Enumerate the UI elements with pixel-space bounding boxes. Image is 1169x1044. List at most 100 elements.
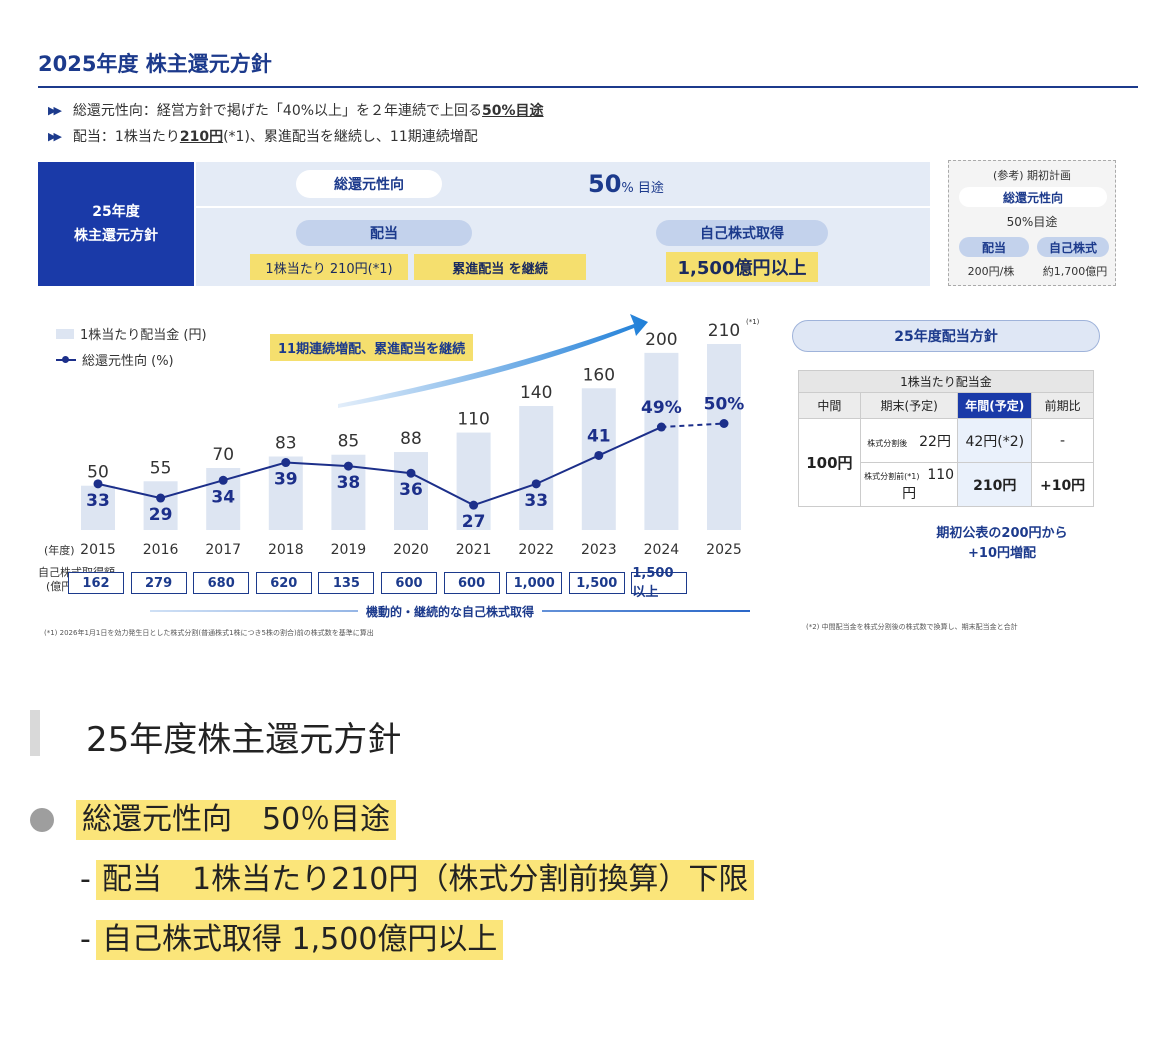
payout-ratio-label: 29: [149, 505, 173, 525]
dividend-bar: [644, 352, 679, 530]
dividend-bar-label: 88: [400, 429, 422, 449]
summary-line-buyback: 自己株式取得 1,500億円以上: [96, 920, 504, 960]
row-after-label: 株式分割後: [867, 438, 908, 448]
policy-row-payout: 総還元性向 50% 目途: [196, 162, 930, 208]
payout-ratio-point: [594, 450, 604, 460]
payout-ratio-point: [343, 461, 353, 471]
dividend-bar: [268, 456, 303, 530]
row-before-yearend-value: 110円: [902, 466, 955, 502]
reference-plan-box: (参考) 期初計画 総還元性向 50%目途 配当 自己株式 200円/株 約1,…: [948, 160, 1116, 286]
summary-line-dividend: 配当 1株当たり210円（株式分割前換算）下限: [96, 860, 755, 900]
reference-buyback-label: 自己株式: [1037, 237, 1109, 257]
x-tick-label: 2017: [205, 542, 241, 558]
dividend-bar-label: 83: [275, 433, 297, 453]
buyback-amount: 279: [130, 572, 187, 594]
x-tick-label: 2018: [268, 542, 304, 558]
payout-ratio-label: 50%: [704, 395, 745, 415]
payout-ratio-label: 33: [86, 491, 110, 511]
payout-ratio-label: 34: [211, 487, 235, 507]
dividend-bar-label: 55: [150, 458, 172, 478]
row-after-yearend: 株式分割後 22円: [859, 418, 959, 463]
reference-buyback-value: 約1,700億円: [1042, 265, 1108, 278]
x-tick-label: 2025: [706, 542, 742, 558]
buyback-caption-text: 機動的・継続的な自己株式取得: [357, 602, 542, 620]
payout-ratio-point: [469, 500, 479, 510]
payout-ratio-point: [156, 493, 166, 503]
legend-line-swatch: [56, 355, 76, 363]
dividend-bar-label: 200: [645, 330, 677, 350]
dividend-per-share: 1株当たり 210円(*1): [250, 254, 408, 280]
reference-payout-value: 50%目途: [1006, 215, 1058, 229]
bullet-text: 総還元性向：経営方針で掲げた「40%以上」を２年連続で上回る: [72, 103, 483, 119]
buyback-amount: 600: [381, 572, 437, 594]
legend-line-label: 総還元性向 (%): [82, 354, 174, 369]
dividend-bar-label: 210: [708, 321, 740, 341]
dividend-bar: [81, 485, 115, 530]
bullet-emph: 210円: [179, 129, 224, 145]
payout-ratio-point: [218, 475, 228, 485]
buyback-amount: 162: [68, 572, 124, 594]
payout-value: 50% 目途: [588, 170, 664, 198]
payout-ratio-label: 27: [462, 512, 486, 532]
x-tick-label: 2021: [456, 542, 492, 558]
footnote-2: (*2) 中間配当金を株式分割後の株式数で換算し、期末配当金と合計: [806, 623, 1018, 631]
x-tick-label: 2016: [143, 542, 179, 558]
dividend-pill: 配当: [296, 220, 472, 246]
buyback-caption: 機動的・継続的な自己株式取得: [150, 602, 750, 620]
buyback-amount: 1,500: [568, 572, 625, 594]
chart-plot: 50 2015 55 2016 70 2017 83 2018 85 2019 88 2020 110 2…: [44, 314, 760, 558]
payout-unit: % 目途: [621, 181, 664, 196]
dividend-bar: [707, 344, 741, 530]
dividend-policy-panel: 25年度配当方針 1株当たり配当金 中間 期末(予定) 年間(予定) 前期比 1…: [792, 320, 1102, 640]
triangle-bullet-icon: ▶▶: [48, 129, 62, 143]
title-divider: [38, 86, 1138, 88]
increase-note-line1: 期初公表の200円から: [936, 526, 1068, 541]
payout-pill: 総還元性向: [296, 170, 442, 198]
summary-line-payout: 総還元性向 50％目途: [76, 800, 397, 840]
payout-ratio-point: [531, 479, 541, 489]
footnote-1: (*1) 2026年1月1日を効力発生日とした株式分割(普通株式1株につき5株の…: [44, 629, 374, 637]
dash-icon: -: [80, 922, 91, 957]
payout-number: 50: [588, 170, 622, 198]
payout-ratio-label: 33: [524, 491, 548, 511]
col-yoy: 前期比: [1031, 392, 1094, 419]
x-tick-label: 2019: [331, 542, 367, 558]
payout-ratio-label: 41: [587, 426, 611, 446]
reference-title: (参考) 期初計画: [992, 169, 1072, 182]
buyback-amount: 1,000: [506, 572, 563, 594]
col-yearend: 期末(予定): [859, 392, 959, 419]
reference-payout-label: 総還元性向: [959, 187, 1107, 207]
row-before-yearend: 株式分割前(*1) 110円: [859, 462, 959, 507]
dividend-bar-label: 140: [520, 383, 552, 403]
payout-ratio-forecast-line: [661, 422, 725, 429]
dividend-bar-label: 70: [212, 445, 234, 465]
buyback-amount: 600: [443, 572, 500, 594]
payout-ratio-point: [406, 468, 416, 478]
triangle-bullet-icon: ▶▶: [48, 103, 62, 117]
bar-annotation: (*1): [746, 318, 760, 326]
dividend-policy-heading: 25年度配当方針: [792, 320, 1100, 352]
row-before-annual: 210円: [957, 462, 1033, 507]
dividend-bar: [143, 481, 178, 530]
dividend-chart: 1株当たり配当金 (円) 総還元性向 (%) 50 2015 55 2016 70 201…: [38, 300, 762, 640]
legend-bar-label: 1株当たり配当金 (円): [80, 328, 207, 343]
slide-title: 2025年度 株主還元方針: [38, 52, 272, 76]
bullet-emph: 50%目途: [482, 103, 544, 119]
policy-label-line2: 株主還元方針: [74, 228, 158, 244]
x-tick-label: 2022: [518, 542, 554, 558]
summary-title: 25年度株主還元方針: [86, 720, 402, 760]
slide: 2025年度 株主還元方針 ▶▶ 総還元性向：経営方針で掲げた「40%以上」を２…: [38, 52, 1138, 640]
buyback-amount: 620: [255, 572, 312, 594]
col-annual: 年間(予定): [957, 392, 1033, 419]
payout-ratio-line: [97, 426, 662, 507]
summary-title-bar: [30, 710, 40, 756]
policy-panel: 総還元性向 50% 目途 配当 1株当たり 210円(*1) 累進配当 を継続 …: [196, 162, 930, 286]
dividend-bar-label: 50: [87, 463, 109, 483]
dividend-table: 1株当たり配当金 中間 期末(予定) 年間(予定) 前期比 100円 株式分割後…: [798, 370, 1094, 507]
bullet-dot-icon: [30, 808, 54, 832]
dividend-bar-label: 110: [457, 410, 489, 430]
buyback-amount: 1,500以上: [631, 566, 688, 600]
bullet-dividend: ▶▶ 配当：1株当たり 210円 (*1)、累進配当を継続し、11期連続増配: [48, 126, 478, 146]
row-after-yearend-value: 22円: [919, 433, 951, 450]
buyback-pill: 自己株式取得: [656, 220, 828, 246]
